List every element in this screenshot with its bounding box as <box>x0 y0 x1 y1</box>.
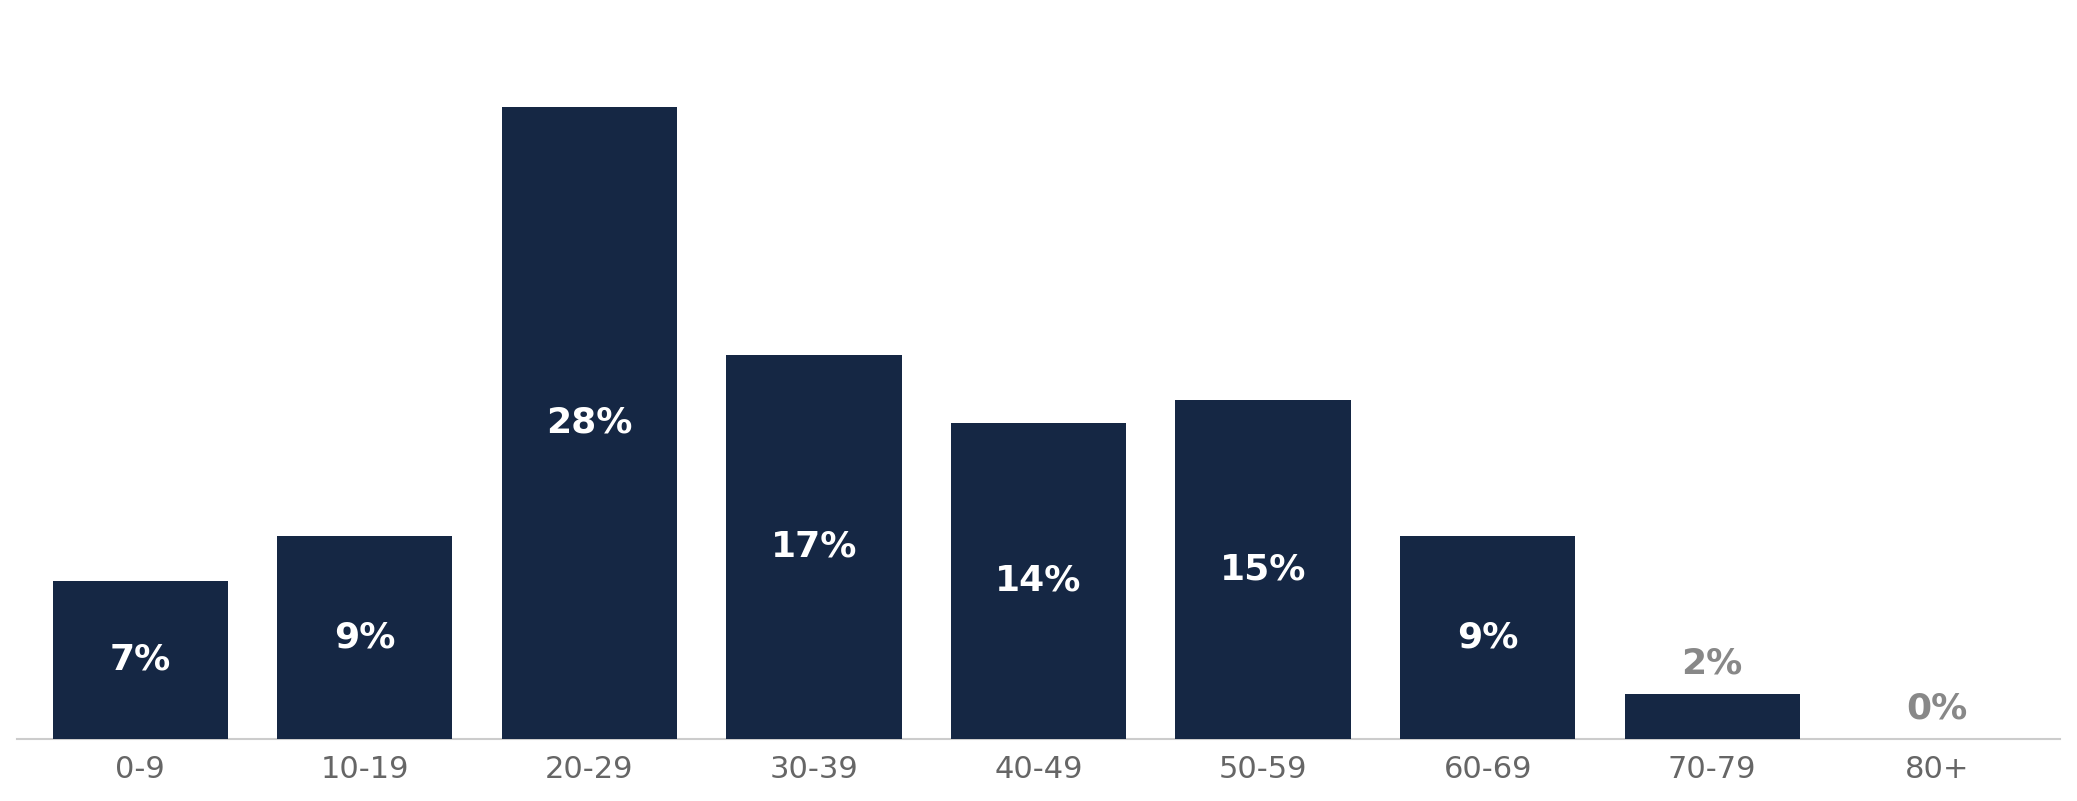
Bar <box>276 536 453 739</box>
Bar <box>1400 536 1574 739</box>
Bar <box>503 107 677 739</box>
Bar <box>1624 694 1801 739</box>
Bar <box>727 355 901 739</box>
Bar <box>951 423 1126 739</box>
Text: 28%: 28% <box>546 406 633 440</box>
Text: 15%: 15% <box>1219 553 1306 586</box>
Text: 14%: 14% <box>995 564 1082 598</box>
Bar <box>52 581 228 739</box>
Bar <box>1176 400 1350 739</box>
Text: 9%: 9% <box>1456 620 1518 654</box>
Text: 0%: 0% <box>1907 691 1967 725</box>
Text: 7%: 7% <box>110 642 170 677</box>
Text: 2%: 2% <box>1682 646 1743 680</box>
Text: 17%: 17% <box>771 530 858 564</box>
Text: 9%: 9% <box>334 620 395 654</box>
